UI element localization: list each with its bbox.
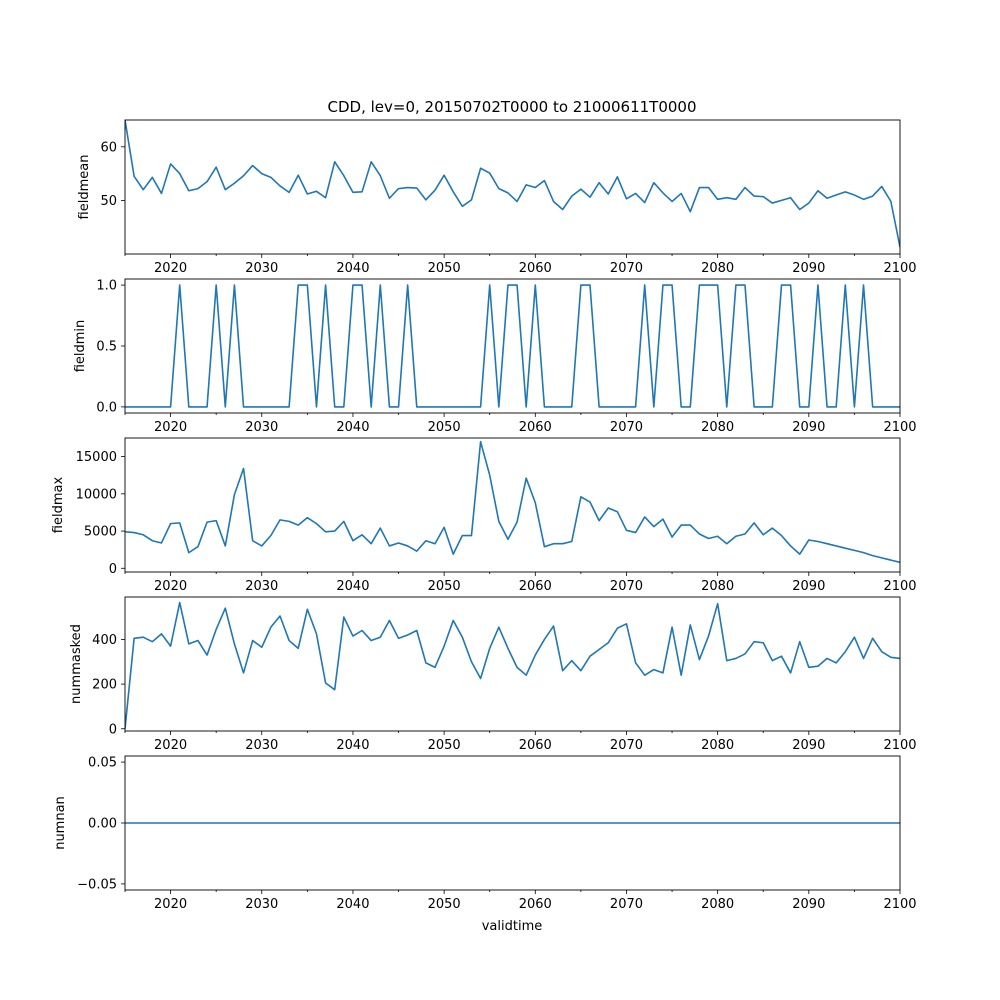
x-tick-label: 2020 xyxy=(154,579,187,594)
x-tick-label: 2040 xyxy=(336,738,369,753)
x-tick-label: 2080 xyxy=(701,579,734,594)
x-tick-label: 2100 xyxy=(883,261,916,276)
axes-frame-nummasked xyxy=(124,596,901,732)
x-tick-label: 2090 xyxy=(792,420,825,435)
x-tick-label: 2070 xyxy=(610,738,643,753)
y-tick-label: 0.5 xyxy=(96,340,117,355)
x-tick-label: 2040 xyxy=(336,261,369,276)
x-tick-label: 2050 xyxy=(428,738,461,753)
x-tick-label: 2050 xyxy=(428,897,461,912)
y-axis-label-nummasked: nummasked xyxy=(69,624,84,704)
x-tick-label: 2020 xyxy=(154,738,187,753)
x-tick-label: 2020 xyxy=(154,897,187,912)
x-tick-label: 2070 xyxy=(610,261,643,276)
series-line-fieldmax xyxy=(125,440,900,564)
x-tick-label: 2060 xyxy=(519,897,552,912)
y-tick-label: 0.00 xyxy=(88,817,117,832)
x-tick-label: 2060 xyxy=(519,420,552,435)
y-tick-label: 0.05 xyxy=(88,756,117,771)
x-tick-label: 2040 xyxy=(336,897,369,912)
x-axis-label: validtime xyxy=(482,919,543,934)
y-axis-label-fieldmax: fieldmax xyxy=(51,477,66,534)
series-line-nummasked xyxy=(125,601,900,729)
y-tick-label: 50 xyxy=(100,194,117,209)
x-tick-label: 2100 xyxy=(883,420,916,435)
x-tick-label: 2030 xyxy=(245,738,278,753)
y-tick-label: −0.05 xyxy=(77,877,117,892)
x-tick-label: 2040 xyxy=(336,579,369,594)
y-tick-label: 60 xyxy=(100,140,117,155)
x-tick-label: 2030 xyxy=(245,897,278,912)
y-tick-label: 400 xyxy=(92,633,117,648)
x-tick-label: 2080 xyxy=(701,738,734,753)
x-tick-label: 2060 xyxy=(519,579,552,594)
x-tick-label: 2090 xyxy=(792,579,825,594)
y-tick-label: 10000 xyxy=(76,487,117,502)
series-line-fieldmean xyxy=(125,120,900,248)
x-tick-label: 2070 xyxy=(610,579,643,594)
x-tick-label: 2050 xyxy=(428,420,461,435)
y-tick-label: 1.0 xyxy=(96,279,117,294)
x-tick-label: 2100 xyxy=(883,897,916,912)
chart-title: CDD, lev=0, 20150702T0000 to 21000611T00… xyxy=(328,98,697,116)
x-tick-label: 2050 xyxy=(428,579,461,594)
x-tick-label: 2100 xyxy=(883,579,916,594)
x-tick-label: 2080 xyxy=(701,261,734,276)
y-axis-label-numnan: numnan xyxy=(53,796,68,850)
axes-frame-fieldmin xyxy=(124,278,901,414)
y-tick-label: 5000 xyxy=(84,525,117,540)
x-tick-label: 2040 xyxy=(336,420,369,435)
x-tick-label: 2060 xyxy=(519,738,552,753)
x-tick-label: 2070 xyxy=(610,420,643,435)
x-tick-label: 2060 xyxy=(519,261,552,276)
y-tick-label: 0 xyxy=(109,722,117,737)
series-line-fieldmin xyxy=(125,284,900,408)
axes-frame-fieldmean xyxy=(124,119,901,255)
x-tick-label: 2070 xyxy=(610,897,643,912)
x-tick-label: 2080 xyxy=(701,897,734,912)
x-tick-label: 2020 xyxy=(154,261,187,276)
x-tick-label: 2090 xyxy=(792,261,825,276)
x-tick-label: 2030 xyxy=(245,579,278,594)
x-tick-label: 2090 xyxy=(792,897,825,912)
x-tick-label: 2080 xyxy=(701,420,734,435)
x-tick-label: 2030 xyxy=(245,420,278,435)
y-tick-label: 0.0 xyxy=(96,400,117,415)
y-tick-label: 15000 xyxy=(76,450,117,465)
y-tick-label: 200 xyxy=(92,678,117,693)
y-axis-label-fieldmean: fieldmean xyxy=(77,155,92,220)
x-tick-label: 2090 xyxy=(792,738,825,753)
x-tick-label: 2020 xyxy=(154,420,187,435)
y-axis-label-fieldmin: fieldmin xyxy=(73,320,88,373)
axes-frame-fieldmax xyxy=(124,437,901,573)
x-tick-label: 2050 xyxy=(428,261,461,276)
x-tick-label: 2100 xyxy=(883,738,916,753)
y-tick-label: 0 xyxy=(109,562,117,577)
x-tick-label: 2030 xyxy=(245,261,278,276)
